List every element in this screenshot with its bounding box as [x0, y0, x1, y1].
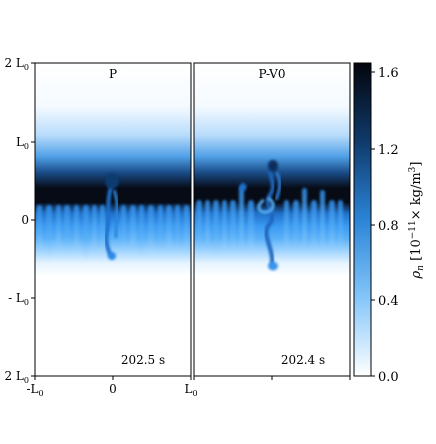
- panel-left-plume: [104, 173, 119, 260]
- y-tick-label-lower: - L0: [8, 291, 29, 307]
- y-tick-label-top: 2 L0: [4, 56, 29, 72]
- panel-left-fingers: [37, 205, 189, 263]
- panel-left-title: P: [109, 67, 117, 81]
- y-tick-label-upper: L0: [16, 135, 29, 151]
- colorbar-label: ρn [10−11× kg/m3]: [408, 162, 426, 280]
- x-axis: -L0 0 L0: [26, 376, 351, 398]
- x-tick-label-left: -L0: [26, 382, 43, 398]
- y-tick-label-zero: 0: [21, 213, 29, 227]
- panel-right: P-V0 202.4 s: [193, 62, 351, 377]
- panel-right-plume: [239, 160, 282, 271]
- y-axis: 2 L0 L0 0 - L0 2 L0: [4, 56, 35, 385]
- x-tick-label-zero: 0: [109, 382, 117, 396]
- panel-right-time: 202.4 s: [281, 353, 325, 367]
- colorbar-gradient: [353, 62, 372, 377]
- y-tick-label-bottom: 2 L0: [4, 369, 29, 385]
- panel-right-title: P-V0: [259, 67, 286, 81]
- panel-left: P 202.5 s: [34, 62, 192, 377]
- panel-right-fingers: [196, 186, 343, 260]
- colorbar: 1.6 1.2 0.8 0.4 0.0 ρn [10−11× kg/m3]: [353, 62, 426, 385]
- colorbar-tick-1-2: 1.2: [378, 143, 399, 158]
- colorbar-tick-0-4: 0.4: [378, 294, 399, 309]
- colorbar-tick-1-6: 1.6: [378, 66, 399, 81]
- x-tick-label-right: L0: [184, 382, 197, 398]
- colorbar-tick-0-0: 0.0: [378, 370, 399, 385]
- colorbar-tick-0-8: 0.8: [378, 219, 399, 234]
- panel-left-time: 202.5 s: [121, 353, 165, 367]
